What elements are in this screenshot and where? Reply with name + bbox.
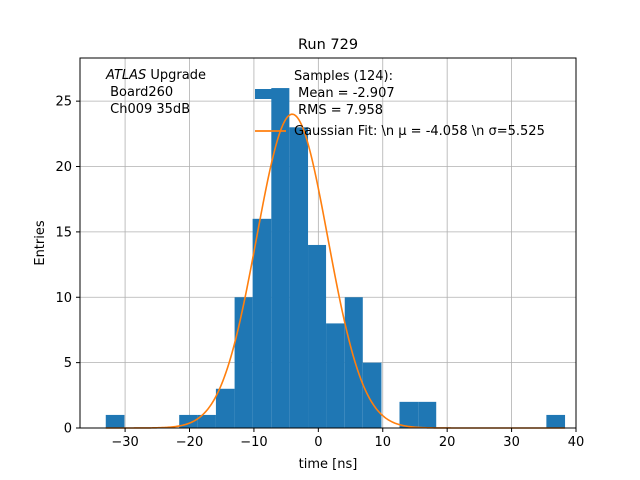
- atlas-label: ATLAS Upgrade: [105, 68, 206, 83]
- plot-frame: [79, 57, 577, 429]
- legend: Samples (124): Mean = -2.907 RMS = 7.958…: [255, 69, 545, 139]
- chart-title: Run 729: [298, 37, 358, 53]
- legend-samples-swatch: [255, 89, 286, 99]
- legend-fit-label: Gaussian Fit: \n μ = -4.058 \n σ=5.525: [294, 124, 545, 139]
- legend-rms-label: RMS = 7.958: [294, 103, 383, 118]
- atlas-upgrade-text: Upgrade: [146, 68, 206, 83]
- x-tick-label: 20: [439, 435, 456, 450]
- x-tick-label: 0: [314, 435, 322, 450]
- x-tick-label: 10: [374, 435, 391, 450]
- histogram-bar: [197, 414, 216, 428]
- x-tick-label: −20: [176, 435, 203, 450]
- atlas-italic-text: ATLAS: [105, 68, 146, 83]
- y-tick-label: 20: [55, 160, 72, 175]
- y-tick-label: 25: [55, 95, 72, 110]
- y-axis-label: Entries: [33, 220, 48, 266]
- histogram-bar: [362, 362, 382, 428]
- x-tick-label: −10: [240, 435, 267, 450]
- y-tick-label: 5: [64, 356, 72, 371]
- histogram-bar: [234, 297, 253, 428]
- histogram-bar: [105, 414, 125, 428]
- x-axis-label: time [ns]: [299, 457, 358, 472]
- histogram-bar: [326, 323, 345, 428]
- histogram-bar: [546, 414, 566, 428]
- histogram-bar: [289, 127, 309, 429]
- x-tick-label: −30: [111, 435, 138, 450]
- y-tick-label: 15: [55, 225, 72, 240]
- histogram-bar: [418, 401, 437, 428]
- histogram-bar: [399, 401, 419, 428]
- histogram-bar: [308, 244, 327, 428]
- legend-mean-label: Mean = -2.907: [294, 86, 395, 101]
- histogram-bar: [344, 297, 363, 428]
- x-tick-label: 30: [503, 435, 520, 450]
- legend-samples-label: Samples (124):: [294, 69, 393, 84]
- axis-ticks: −30 −20 −10 0 10 20 30 40 0 5 10 15 20 25: [55, 95, 584, 450]
- y-tick-label: 0: [64, 422, 72, 437]
- histogram-bar: [252, 218, 272, 428]
- histogram-bar: [215, 388, 235, 428]
- channel-label: Ch009 35dB: [106, 102, 190, 117]
- atlas-annotation: ATLAS Upgrade Board260 Ch009 35dB: [105, 68, 206, 117]
- x-tick-label: 40: [568, 435, 585, 450]
- board-label: Board260: [106, 85, 173, 100]
- y-tick-label: 10: [55, 291, 72, 306]
- histogram-bar: [271, 88, 290, 428]
- histogram-bars: [105, 88, 566, 429]
